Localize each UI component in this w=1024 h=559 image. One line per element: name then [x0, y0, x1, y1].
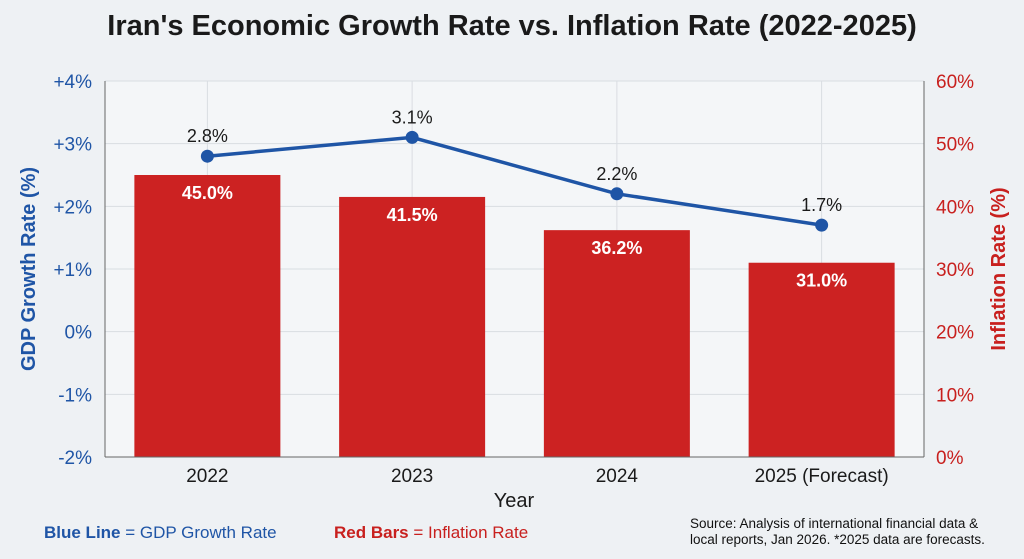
gdp-point-label: 3.1% [392, 107, 433, 127]
left-tick-label: +2% [53, 197, 92, 218]
left-tick-label: +3% [53, 135, 92, 156]
left-tick-label: -1% [58, 385, 92, 406]
legend-inflation: Red Bars = Inflation Rate [334, 523, 528, 543]
legend-inflation-key: Red Bars [334, 523, 409, 542]
inflation-bar [134, 175, 281, 457]
right-tick-label: 50% [936, 135, 974, 156]
x-axis-title: Year [494, 490, 535, 512]
legend-gdp-text: = GDP Growth Rate [120, 523, 277, 542]
gdp-point [610, 187, 624, 201]
inflation-bar [543, 230, 690, 457]
legend-inflation-text: = Inflation Rate [408, 523, 529, 542]
x-tick-label: 2025 (Forecast) [755, 466, 889, 487]
legend-gdp: Blue Line = GDP Growth Rate [44, 523, 277, 543]
right-tick-label: 40% [936, 197, 974, 218]
inflation-bar [339, 196, 486, 457]
right-tick-label: 60% [936, 72, 974, 93]
inflation-bar-label: 41.5% [387, 205, 438, 225]
right-tick-label: 30% [936, 260, 974, 281]
gdp-point [405, 130, 419, 144]
inflation-bar-label: 31.0% [796, 271, 847, 291]
gdp-point-label: 1.7% [801, 195, 842, 215]
left-tick-label: +1% [53, 260, 92, 281]
left-tick-label: 0% [65, 323, 93, 344]
source-line-1: Source: Analysis of international financ… [690, 516, 979, 531]
right-tick-label: 20% [936, 323, 974, 344]
gdp-point [200, 149, 214, 163]
gdp-point-label: 2.8% [187, 126, 228, 146]
gdp-point-label: 2.2% [596, 164, 637, 184]
right-axis-title: Inflation Rate (%) [988, 187, 1010, 350]
x-tick-label: 2023 [391, 466, 433, 487]
right-tick-label: 10% [936, 385, 974, 406]
chart-title: Iran's Economic Growth Rate vs. Inflatio… [107, 10, 917, 42]
gdp-point [815, 218, 829, 232]
inflation-bar-label: 36.2% [591, 238, 642, 258]
x-tick-label: 2022 [186, 466, 228, 487]
right-tick-label: 0% [936, 448, 964, 469]
inflation-bar [748, 262, 895, 457]
left-tick-label: +4% [53, 72, 92, 93]
left-axis-title: GDP Growth Rate (%) [18, 167, 40, 371]
source-note: Source: Analysis of international financ… [690, 516, 1010, 548]
inflation-bar-label: 45.0% [182, 183, 233, 203]
legend-gdp-key: Blue Line [44, 523, 121, 542]
gdp-line [207, 135, 822, 227]
left-tick-label: -2% [58, 448, 92, 469]
source-line-2: local reports, Jan 2026. *2025 data are … [690, 532, 985, 547]
x-tick-label: 2024 [596, 466, 639, 487]
